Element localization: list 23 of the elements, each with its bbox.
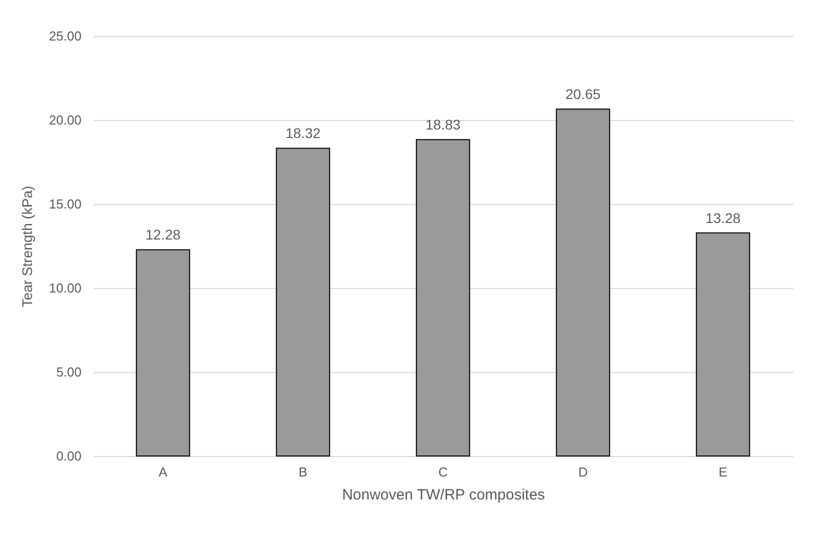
y-axis-title: Tear Strength (kPa) — [18, 186, 35, 308]
x-tick-label: D — [578, 464, 588, 480]
x-tick-label: E — [718, 464, 728, 480]
bar — [416, 139, 470, 456]
x-tick-label: B — [298, 464, 308, 480]
bar — [136, 249, 190, 456]
y-tick-label: 0.00 — [56, 448, 82, 464]
data-label: 18.32 — [285, 125, 321, 142]
data-label: 20.65 — [565, 86, 601, 102]
y-tick-label: 10.00 — [48, 280, 82, 296]
y-tick-label: 5.00 — [56, 364, 82, 380]
bar — [276, 148, 330, 456]
x-axis-title: Nonwoven TW/RP composites — [342, 486, 545, 504]
y-tick-label: 20.00 — [48, 112, 82, 128]
x-tick-label: C — [438, 464, 448, 480]
x-tick-label: A — [158, 464, 168, 480]
bar — [556, 108, 610, 456]
data-label: 18.83 — [425, 116, 461, 133]
y-tick-label: 25.00 — [48, 28, 82, 44]
data-label: 12.28 — [145, 226, 181, 243]
data-label: 13.28 — [705, 210, 741, 226]
bar — [696, 232, 750, 456]
y-tick-label: 15.00 — [48, 196, 82, 212]
